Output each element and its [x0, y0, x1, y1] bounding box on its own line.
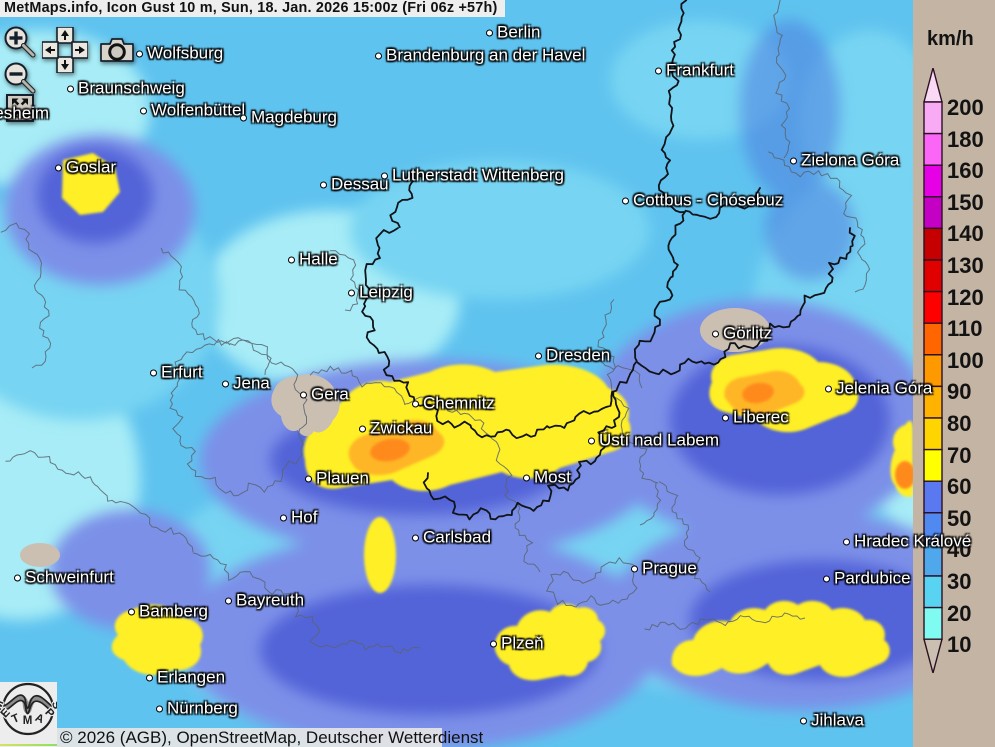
svg-text:M: M	[23, 715, 33, 727]
